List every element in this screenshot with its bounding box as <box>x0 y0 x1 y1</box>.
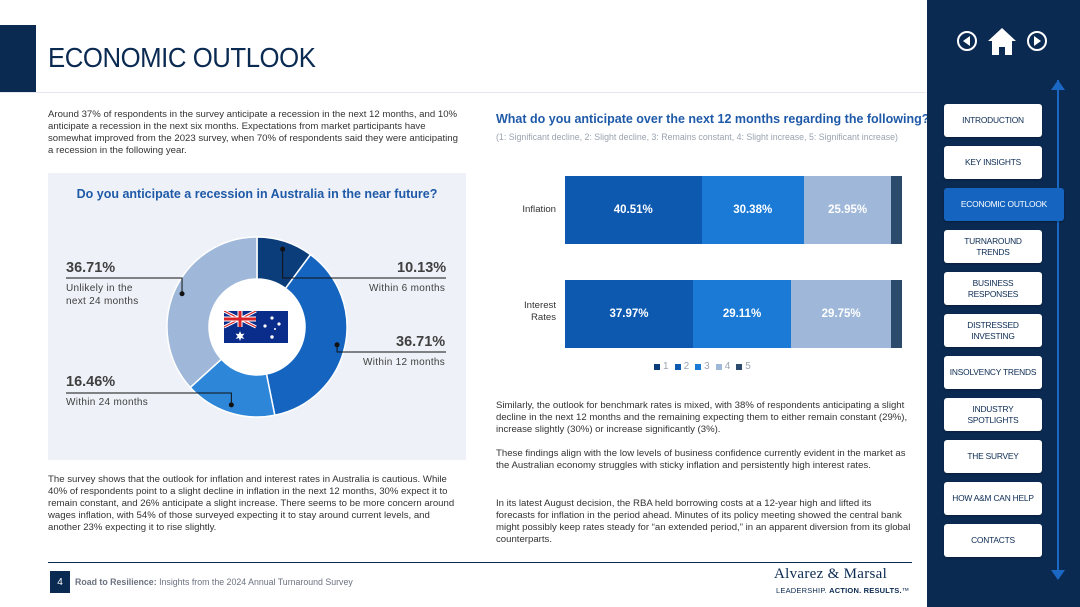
nav-item-how-a-m-can-help[interactable]: HOW A&M CAN HELP <box>944 482 1042 515</box>
bar-segment-4: 25.95% <box>803 176 892 244</box>
callout-within6-value: 10.13% <box>397 260 447 276</box>
page-title: ECONOMIC OUTLOOK <box>48 42 316 73</box>
callout-unlikely-value: 36.71% <box>66 260 116 276</box>
next-icon[interactable] <box>1027 31 1047 51</box>
leader-line-3 <box>66 277 183 294</box>
legend-item-1: 1 <box>654 361 669 372</box>
australia-flag-icon <box>224 311 288 343</box>
legend-swatch <box>654 363 660 370</box>
brand-tagline: LEADERSHIP. ACTION. RESULTS.™ <box>776 586 910 595</box>
nav-item-the-survey[interactable]: THE SURVEY <box>944 440 1042 473</box>
legend-item-4: 4 <box>715 361 731 372</box>
nav-item-contacts[interactable]: CONTACTS <box>944 524 1042 557</box>
legend-swatch <box>674 363 681 370</box>
bar-segment-2: 40.51% <box>565 176 702 244</box>
leader-dot-0 <box>280 246 286 252</box>
leader-dot-1 <box>334 342 340 348</box>
stacked-bar-interest-rates: 37.97% 29.11% 29.75% <box>565 280 902 348</box>
stacked-chart-subtitle: (1: Significant decline, 2: Slight decli… <box>496 132 898 142</box>
legend-label: 4 <box>724 361 731 372</box>
nav-item-business-responses[interactable]: BUSINESS RESPONSES <box>944 272 1042 305</box>
leader-dot-2 <box>228 402 234 408</box>
callout-within24-label: Within 24 months <box>66 397 149 408</box>
footer-divider <box>48 562 912 563</box>
callout-within6-label: Within 6 months <box>369 283 446 294</box>
legend-label: 5 <box>745 361 751 372</box>
nav-item-introduction[interactable]: INTRODUCTION <box>944 104 1042 137</box>
callout-within12-label: Within 12 months <box>363 357 446 368</box>
bar-segment-3: 29.11% <box>692 280 792 348</box>
title-accent-bar <box>0 25 36 92</box>
brand-logo: Alvarez & Marsal <box>774 566 888 582</box>
nav-item-distressed-investing[interactable]: DISTRESSED INVESTING <box>944 314 1042 347</box>
page-number: 4 <box>50 571 70 593</box>
nav-item-key-insights[interactable]: KEY INSIGHTS <box>944 146 1042 179</box>
rba-paragraph: In its latest August decision, the RBA h… <box>496 498 911 545</box>
bar-segment-2: 37.97% <box>565 280 693 348</box>
bar-segment-5 <box>891 280 902 348</box>
scroll-down-arrow-icon[interactable] <box>1051 570 1065 580</box>
legend-swatch <box>736 363 743 370</box>
chart-legend: 1 2 3 4 5 <box>654 361 751 372</box>
nav-item-turnaround-trends[interactable]: TURNAROUND TRENDS <box>944 230 1042 263</box>
legend-swatch <box>695 363 702 370</box>
bar-segment-5 <box>891 176 902 244</box>
donut-chart-title: Do you anticipate a recession in Austral… <box>76 187 438 201</box>
header-divider <box>0 92 926 93</box>
row-label-interest-rates: Interest Rates <box>524 300 556 323</box>
scroll-up-arrow-icon[interactable] <box>1051 80 1065 90</box>
callout-within24-value: 16.46% <box>66 374 116 390</box>
bar-segment-4: 29.75% <box>791 280 892 348</box>
nav-icon-group <box>957 28 1047 55</box>
outlook-summary-paragraph: The survey shows that the outlook for in… <box>48 474 455 533</box>
confidence-paragraph: These findings align with the low levels… <box>496 448 906 471</box>
previous-icon[interactable] <box>957 31 977 51</box>
callout-within12-value: 36.71% <box>396 334 446 350</box>
legend-item-3: 3 <box>695 361 710 372</box>
nav-item-industry-spotlights[interactable]: INDUSTRY SPOTLIGHTS <box>944 398 1042 431</box>
nav-item-economic-outlook[interactable]: ECONOMIC OUTLOOK <box>944 188 1064 221</box>
stacked-bar-inflation: 40.51% 30.38% 25.95% <box>565 176 902 244</box>
intro-paragraph: Around 37% of respondents in the survey … <box>48 109 458 156</box>
home-icon[interactable] <box>988 28 1016 55</box>
legend-swatch <box>715 363 722 370</box>
nav-item-insolvency-trends[interactable]: INSOLVENCY TRENDS <box>944 356 1042 389</box>
row-label-inflation: Inflation <box>522 204 556 215</box>
bar-segment-3: 30.38% <box>701 176 804 244</box>
stacked-chart-title: What do you anticipate over the next 12 … <box>496 112 930 126</box>
legend-item-2: 2 <box>674 361 690 372</box>
legend-label: 3 <box>704 361 710 372</box>
legend-item-5: 5 <box>736 361 751 372</box>
legend-label: 1 <box>663 361 669 372</box>
scroll-track <box>1057 80 1059 577</box>
leader-line-2 <box>66 392 232 405</box>
rates-paragraph: Similarly, the outlook for benchmark rat… <box>496 400 908 435</box>
leader-line-0 <box>282 249 446 279</box>
callout-unlikely-label: Unlikely in the next 24 months <box>66 283 139 307</box>
leader-dot-3 <box>179 291 185 297</box>
legend-label: 2 <box>683 361 690 372</box>
report-title: Road to Resilience: Insights from the 20… <box>75 577 353 587</box>
